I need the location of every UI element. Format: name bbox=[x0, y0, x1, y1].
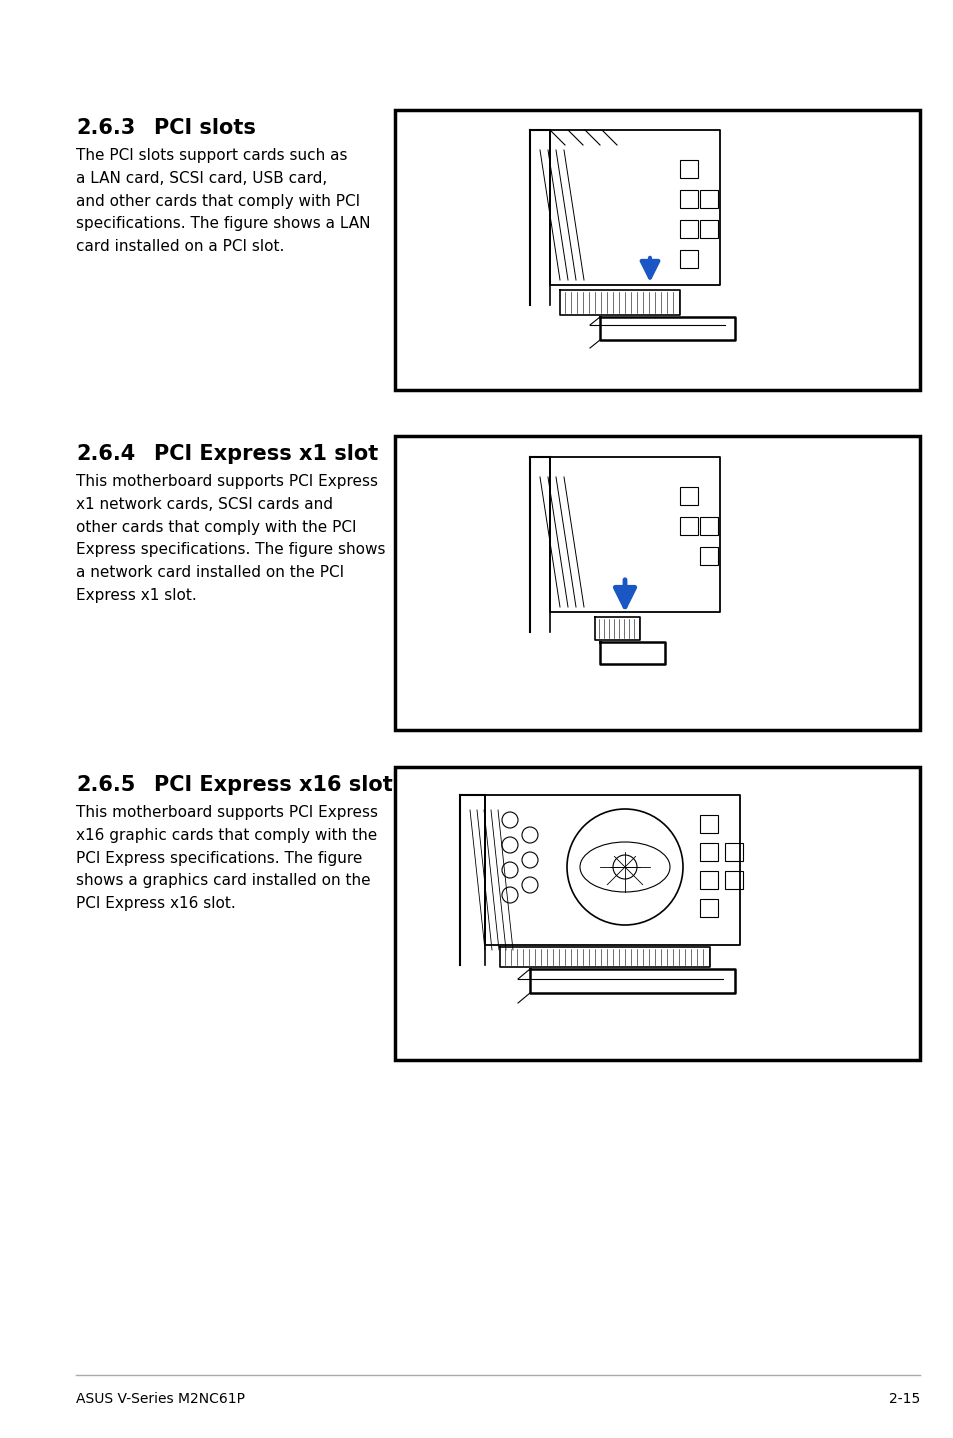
Bar bbox=[679, 487, 698, 505]
Text: The PCI slots support cards such as
a LAN card, SCSI card, USB card,
and other c: The PCI slots support cards such as a LA… bbox=[76, 148, 370, 255]
Text: ASUS V-Series M2NC61P: ASUS V-Series M2NC61P bbox=[76, 1392, 245, 1406]
Bar bbox=[700, 220, 718, 239]
Bar bbox=[700, 843, 718, 861]
Text: PCI Express x16 slot: PCI Express x16 slot bbox=[153, 775, 393, 795]
Bar bbox=[679, 190, 698, 209]
Bar bbox=[700, 899, 718, 917]
Bar bbox=[700, 518, 718, 535]
Bar bbox=[395, 109, 919, 390]
Text: This motherboard supports PCI Express
x16 graphic cards that comply with the
PCI: This motherboard supports PCI Express x1… bbox=[76, 805, 377, 912]
Text: 2.6.5: 2.6.5 bbox=[76, 775, 135, 795]
Bar bbox=[700, 546, 718, 565]
Text: This motherboard supports PCI Express
x1 network cards, SCSI cards and
other car: This motherboard supports PCI Express x1… bbox=[76, 475, 385, 603]
Text: 2-15: 2-15 bbox=[888, 1392, 919, 1406]
Bar bbox=[700, 815, 718, 833]
Bar bbox=[395, 766, 919, 1060]
Bar bbox=[395, 436, 919, 731]
Bar bbox=[724, 871, 742, 889]
Text: PCI Express x1 slot: PCI Express x1 slot bbox=[153, 444, 377, 464]
Text: 2.6.3: 2.6.3 bbox=[76, 118, 135, 138]
Bar bbox=[679, 160, 698, 178]
Text: PCI slots: PCI slots bbox=[153, 118, 255, 138]
Bar bbox=[679, 220, 698, 239]
Bar bbox=[700, 190, 718, 209]
Bar bbox=[724, 843, 742, 861]
Bar bbox=[679, 518, 698, 535]
Bar bbox=[700, 871, 718, 889]
Text: 2.6.4: 2.6.4 bbox=[76, 444, 135, 464]
Bar bbox=[679, 250, 698, 267]
